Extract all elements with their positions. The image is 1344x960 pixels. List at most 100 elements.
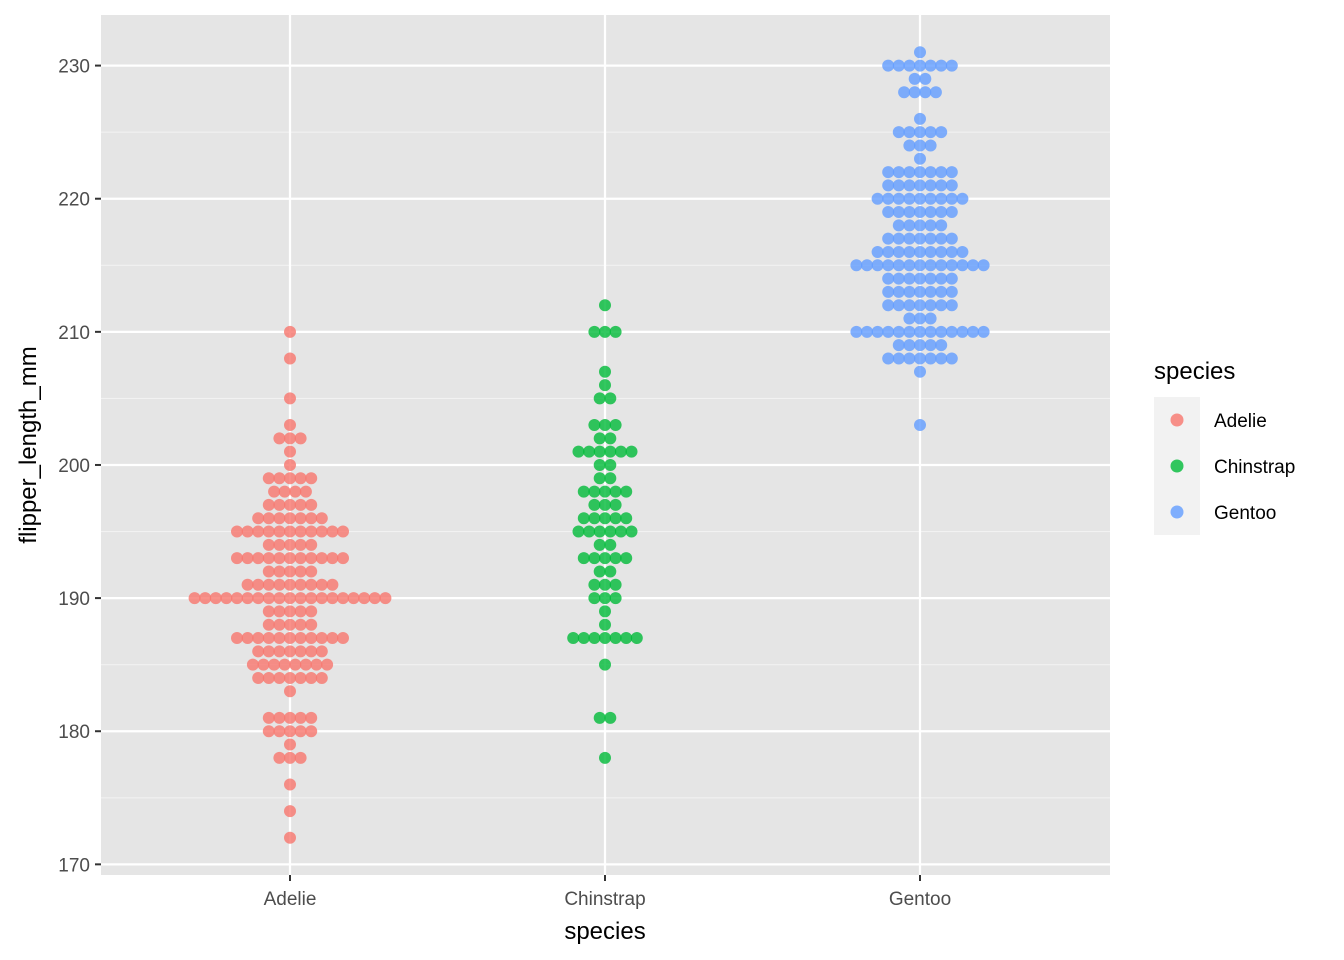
x-axis-title: species [564,918,645,945]
data-point [284,605,296,618]
data-point [892,192,905,205]
data-point [903,259,916,272]
data-point [620,512,633,525]
data-point [892,245,905,258]
data-point [871,325,884,338]
data-point [294,552,307,565]
data-point [315,512,328,525]
data-point [599,325,611,338]
data-point [209,592,222,605]
data-point [604,472,617,485]
data-point [284,711,296,724]
data-point [599,485,611,498]
data-point [358,592,371,605]
data-point [892,352,905,365]
data-point [588,632,601,645]
data-point [914,206,926,219]
data-point [882,232,895,245]
data-point [945,272,958,285]
data-point [892,339,905,352]
data-point [273,605,286,618]
data-point [871,192,884,205]
data-point [284,512,296,525]
data-point [614,525,627,538]
data-point [273,432,286,445]
legend-label-adelie: Adelie [1214,411,1267,432]
data-point [935,179,948,192]
data-point [262,512,275,525]
data-point [305,498,318,511]
data-point [188,592,201,605]
data-point [268,485,281,498]
data-point [882,179,895,192]
data-point [294,512,307,525]
data-point [262,552,275,565]
data-point [903,272,916,285]
data-point [882,299,895,312]
data-point [945,206,958,219]
data-point [305,632,318,645]
data-point [609,632,622,645]
data-point [326,525,339,538]
data-point [604,392,617,405]
data-point [284,618,296,631]
data-point [262,671,275,684]
data-point [305,711,318,724]
data-point [903,339,916,352]
data-point [379,592,392,605]
data-point [914,219,926,232]
data-point [609,512,622,525]
data-point [284,751,296,764]
data-point [305,552,318,565]
data-point [609,498,622,511]
y-tick-label: 230 [58,57,90,78]
data-point [967,259,979,272]
data-point [294,725,307,738]
data-point [262,605,275,618]
x-tick-label: Gentoo [889,889,951,910]
data-point [284,432,296,445]
data-point [577,552,590,565]
data-point [599,751,611,764]
data-point [914,419,926,432]
legend: species Adelie Chinstrap Gentoo [1154,358,1295,535]
data-point [337,552,349,565]
data-point [588,552,601,565]
data-point [284,419,296,432]
data-point [861,325,873,338]
data-point [321,658,334,671]
data-point [882,259,895,272]
data-point [305,618,318,631]
data-point [252,525,265,538]
data-point [278,485,291,498]
data-point [241,552,254,565]
data-point [620,552,633,565]
data-point [903,299,916,312]
data-point [935,285,948,298]
data-point [919,86,932,99]
data-point [294,472,307,485]
data-point [278,658,291,671]
data-point [924,126,937,139]
data-point [871,245,884,258]
data-point [882,245,895,258]
data-point [273,671,286,684]
data-point [305,525,318,538]
data-point [252,632,265,645]
series-chinstrap [567,299,643,764]
data-point [289,485,302,498]
data-point [347,592,360,605]
data-point [284,578,296,591]
data-point [337,592,349,605]
data-point [315,592,328,605]
data-point [284,552,296,565]
data-point [241,592,254,605]
data-point [914,126,926,139]
data-point [273,512,286,525]
data-point [892,232,905,245]
data-point [945,232,958,245]
data-point [294,645,307,658]
data-point [604,458,617,471]
data-point [935,259,948,272]
